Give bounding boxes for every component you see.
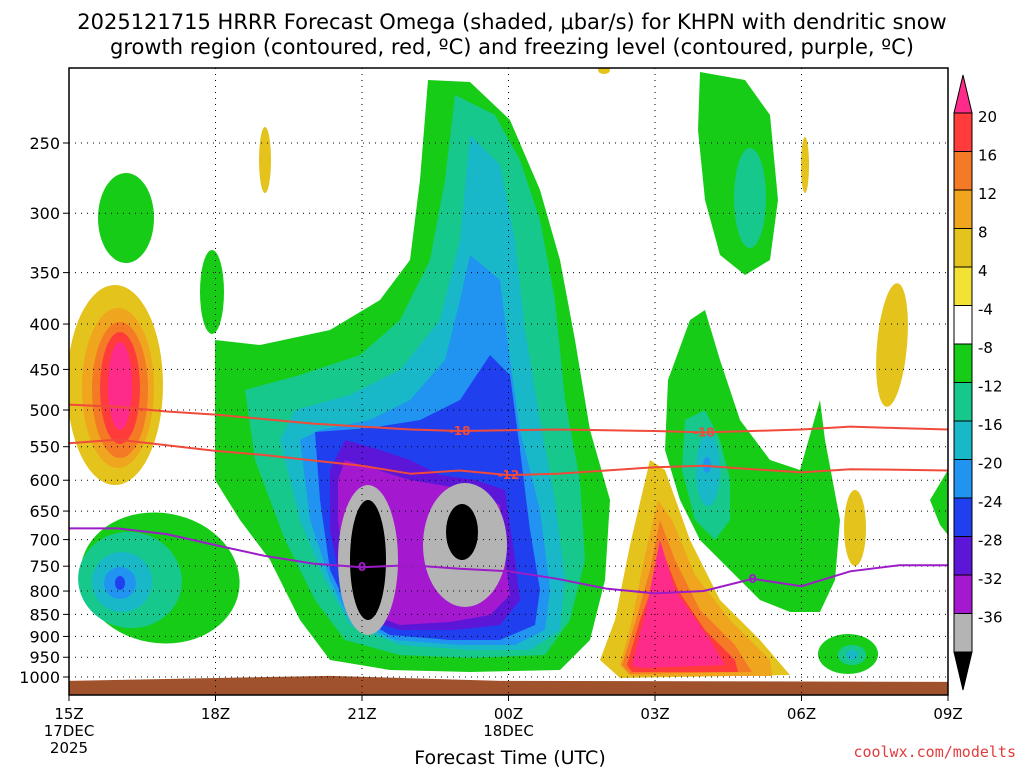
x-tick-year-0: 2025	[50, 739, 88, 757]
colorbar-label-8: -16	[978, 416, 1003, 434]
colorbar-top-arrow	[953, 74, 973, 114]
x-tick-label-9: 00Z	[494, 705, 523, 723]
colorbar-band-8	[953, 420, 973, 460]
colorbar-label-1: 16	[978, 146, 997, 164]
x-tick-label-0: 15Z	[54, 705, 83, 723]
omega-yellow-right	[876, 283, 908, 407]
omega-yellow-small-1	[259, 127, 271, 193]
colorbar-band-1	[953, 151, 973, 191]
omega-cyan-bottomright	[846, 650, 858, 660]
omega-shading	[69, 68, 948, 695]
y-tick-label-750: 750	[29, 557, 60, 576]
omega-black-core-1	[350, 500, 386, 620]
omega-lightblue-right	[703, 457, 711, 473]
colorbar-label-13: -36	[978, 608, 1003, 626]
x-tick-label-15: 06Z	[787, 705, 816, 723]
omega-black-core-2	[446, 504, 478, 560]
dgz-top-contour-label-0: -18	[449, 424, 471, 438]
dgz-top-contour	[69, 403, 948, 434]
dgz-top-contour-label-1: -18	[693, 425, 715, 439]
colorbar-label-5: -4	[978, 300, 993, 318]
colorbar-band-11	[953, 536, 973, 576]
y-tick-label-500: 500	[29, 401, 60, 420]
omega-magenta-upperleft	[108, 342, 132, 430]
dgz-bottom-contour	[69, 438, 948, 477]
y-tick-label-850: 850	[29, 605, 60, 624]
colorbar: 20 16 12 8 4 -4 -8 -12 -16 -20 -24 -28 -32 -36	[953, 74, 1003, 691]
freezing-level-contour	[69, 527, 948, 595]
freezing-level-contour-label-1: 0	[748, 572, 756, 586]
colorbar-label-7: -12	[978, 377, 1003, 395]
colorbar-band-7	[953, 382, 973, 422]
x-tick-label-18: 09Z	[933, 705, 962, 723]
x-tick-label-6: 21Z	[347, 705, 376, 723]
y-tick-label-1000: 1000	[19, 668, 60, 687]
y-tick-label-350: 350	[29, 264, 60, 283]
omega-green-right	[665, 310, 840, 612]
y-tick-label-900: 900	[29, 627, 60, 646]
contour-lines: -18 -18 -12 0 0	[69, 403, 948, 595]
colorbar-band-5	[953, 305, 973, 345]
colorbar-band-2	[953, 189, 973, 229]
colorbar-label-12: -32	[978, 570, 1003, 588]
y-tick-label-400: 400	[29, 315, 60, 334]
y-tick-label-600: 600	[29, 471, 60, 490]
colorbar-label-10: -24	[978, 493, 1003, 511]
credit-text: coolwx.com/modelts	[853, 743, 1016, 761]
omega-blue-lowerleft	[115, 576, 125, 590]
colorbar-band-9	[953, 459, 973, 499]
y-tick-label-300: 300	[29, 204, 60, 223]
y-tick-label-250: 250	[29, 134, 60, 153]
y-tick-label-550: 550	[29, 438, 60, 457]
colorbar-bottom-arrow	[953, 651, 973, 691]
chart-title-line2: growth region (contoured, red, ºC) and f…	[110, 35, 914, 59]
freezing-level-contour-label-0: 0	[358, 560, 366, 574]
colorbar-label-4: 4	[978, 262, 988, 280]
colorbar-band-6	[953, 343, 973, 383]
colorbar-band-4	[953, 266, 973, 306]
colorbar-label-6: -8	[978, 339, 993, 357]
y-tick-label-950: 950	[29, 648, 60, 667]
colorbar-band-10	[953, 497, 973, 537]
colorbar-label-3: 8	[978, 223, 988, 241]
omega-yellow-top	[598, 68, 610, 74]
colorbar-label-0: 20	[978, 108, 997, 126]
y-tick-label-450: 450	[29, 360, 60, 379]
x-tick-label-3: 18Z	[201, 705, 230, 723]
colorbar-band-0	[953, 112, 973, 152]
x-tick-date-0: 17DEC	[44, 722, 95, 740]
colorbar-band-13	[953, 613, 973, 653]
omega-yellow-small-2	[801, 137, 809, 193]
y-tick-label-700: 700	[29, 531, 60, 550]
x-tick-label-12: 03Z	[640, 705, 669, 723]
omega-green-small-1	[200, 250, 224, 334]
omega-teal-upperright	[734, 148, 766, 248]
colorbar-label-2: 12	[978, 185, 997, 203]
ground-surface	[69, 675, 948, 695]
x-tick-date-9: 18DEC	[483, 722, 534, 740]
y-tick-label-800: 800	[29, 582, 60, 601]
colorbar-band-3	[953, 228, 973, 268]
x-axis-label: Forecast Time (UTC)	[414, 747, 605, 768]
colorbar-label-9: -20	[978, 454, 1003, 472]
y-axis-ticks: 250 300 350 400 450 500 550 600 650 700 750 800 850 9…	[19, 134, 69, 687]
omega-yellow-lowright	[844, 490, 866, 566]
y-tick-label-650: 650	[29, 502, 60, 521]
chart-title-line1: 2025121715 HRRR Forecast Omega (shaded, …	[77, 10, 946, 34]
dgz-bottom-contour-label-0: -12	[498, 468, 520, 482]
colorbar-label-11: -28	[978, 531, 1003, 549]
omega-green-edge	[930, 470, 948, 535]
omega-green-upperleft	[98, 173, 154, 263]
colorbar-band-12	[953, 574, 973, 614]
